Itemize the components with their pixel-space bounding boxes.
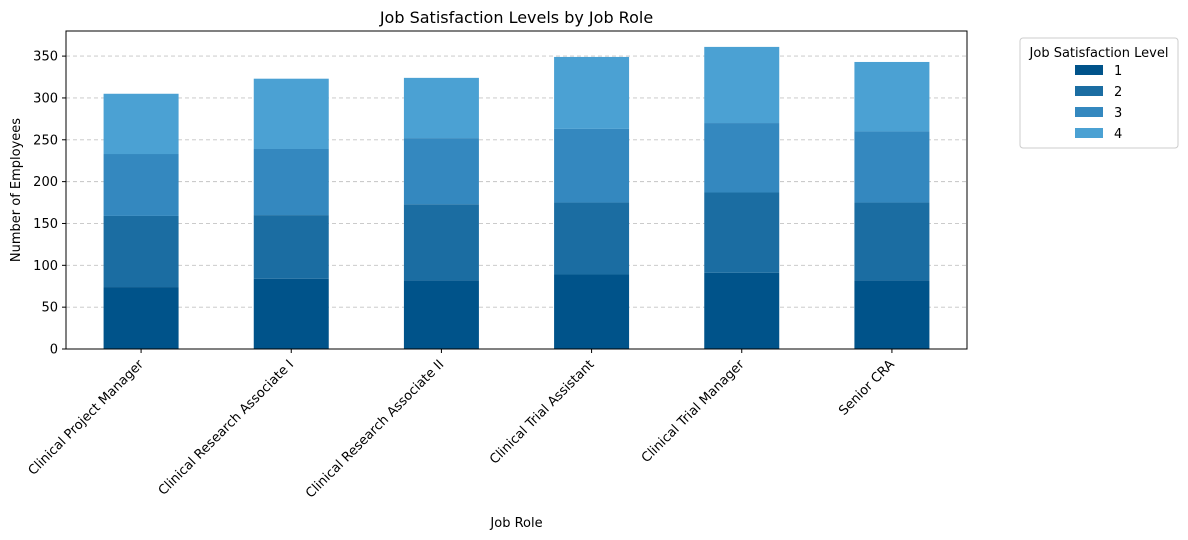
bar-segment-level-1 [704, 272, 780, 349]
chart-title: Job Satisfaction Levels by Job Role [379, 8, 653, 27]
plot-frame [65, 30, 968, 350]
bar-segment-level-2 [554, 202, 630, 275]
y-tick-label: 100 [33, 259, 58, 274]
bar-segment-level-1 [253, 278, 329, 349]
x-axis: Clinical Project Manager Clinical Researc… [26, 349, 898, 501]
bar-segment-level-1 [103, 287, 179, 349]
x-tick-label: Clinical Trial Manager [639, 357, 748, 466]
bar-segment-level-4 [403, 77, 479, 139]
legend-label-4: 4 [1114, 127, 1122, 142]
bar-segment-level-3 [253, 148, 329, 216]
legend-label-2: 2 [1114, 85, 1122, 100]
bar-segment-level-2 [403, 204, 479, 281]
y-tick-label: 50 [41, 301, 58, 316]
bar-segment-level-3 [554, 128, 630, 203]
bar-segment-level-1 [403, 280, 479, 349]
bar-segment-level-2 [704, 192, 780, 273]
y-tick-label: 300 [33, 91, 58, 106]
y-tick-label: 250 [33, 133, 58, 148]
legend-swatch-1 [1075, 65, 1103, 75]
legend-swatch-2 [1075, 86, 1103, 96]
legend-label-3: 3 [1114, 106, 1122, 121]
bar-segment-level-1 [854, 280, 930, 349]
x-tick-label: Senior CRA [836, 357, 898, 419]
x-tick-label: Clinical Research Associate I [156, 357, 297, 498]
bar-segment-level-4 [854, 61, 930, 132]
x-tick-label: Clinical Trial Assistant [487, 357, 597, 467]
legend-swatch-3 [1075, 107, 1103, 117]
bar-segment-level-4 [103, 93, 179, 155]
x-axis-title: Job Role [489, 516, 542, 531]
bar-segment-level-4 [704, 46, 780, 124]
legend: Job Satisfaction Level 1 2 3 4 [1019, 37, 1179, 149]
bar-segment-level-3 [854, 131, 930, 203]
bar-segment-level-2 [103, 215, 179, 288]
y-tick-label: 200 [33, 175, 58, 190]
legend-title: Job Satisfaction Level [1029, 46, 1169, 61]
y-axis: 0 50 100 150 200 250 300 350 [33, 50, 66, 358]
bar-segment-level-3 [704, 123, 780, 193]
bar-segment-level-2 [854, 202, 930, 281]
x-tick-label: Clinical Research Associate II [303, 357, 447, 501]
y-tick-label: 0 [50, 343, 58, 358]
legend-label-1: 1 [1114, 64, 1122, 79]
bar-segment-level-4 [554, 56, 630, 129]
y-axis-title: Number of Employees [9, 118, 24, 262]
legend-swatch-4 [1075, 128, 1103, 138]
bar-segment-level-4 [253, 78, 329, 149]
bar-segment-level-3 [103, 154, 179, 216]
x-tick-label: Clinical Project Manager [26, 357, 148, 479]
y-tick-label: 150 [33, 217, 58, 232]
grid-lines [66, 55, 967, 308]
bar-segment-level-3 [403, 138, 479, 205]
y-tick-label: 350 [33, 50, 58, 65]
bar-segment-level-1 [554, 274, 630, 349]
bars-group [103, 46, 930, 349]
bar-segment-level-2 [253, 215, 329, 279]
